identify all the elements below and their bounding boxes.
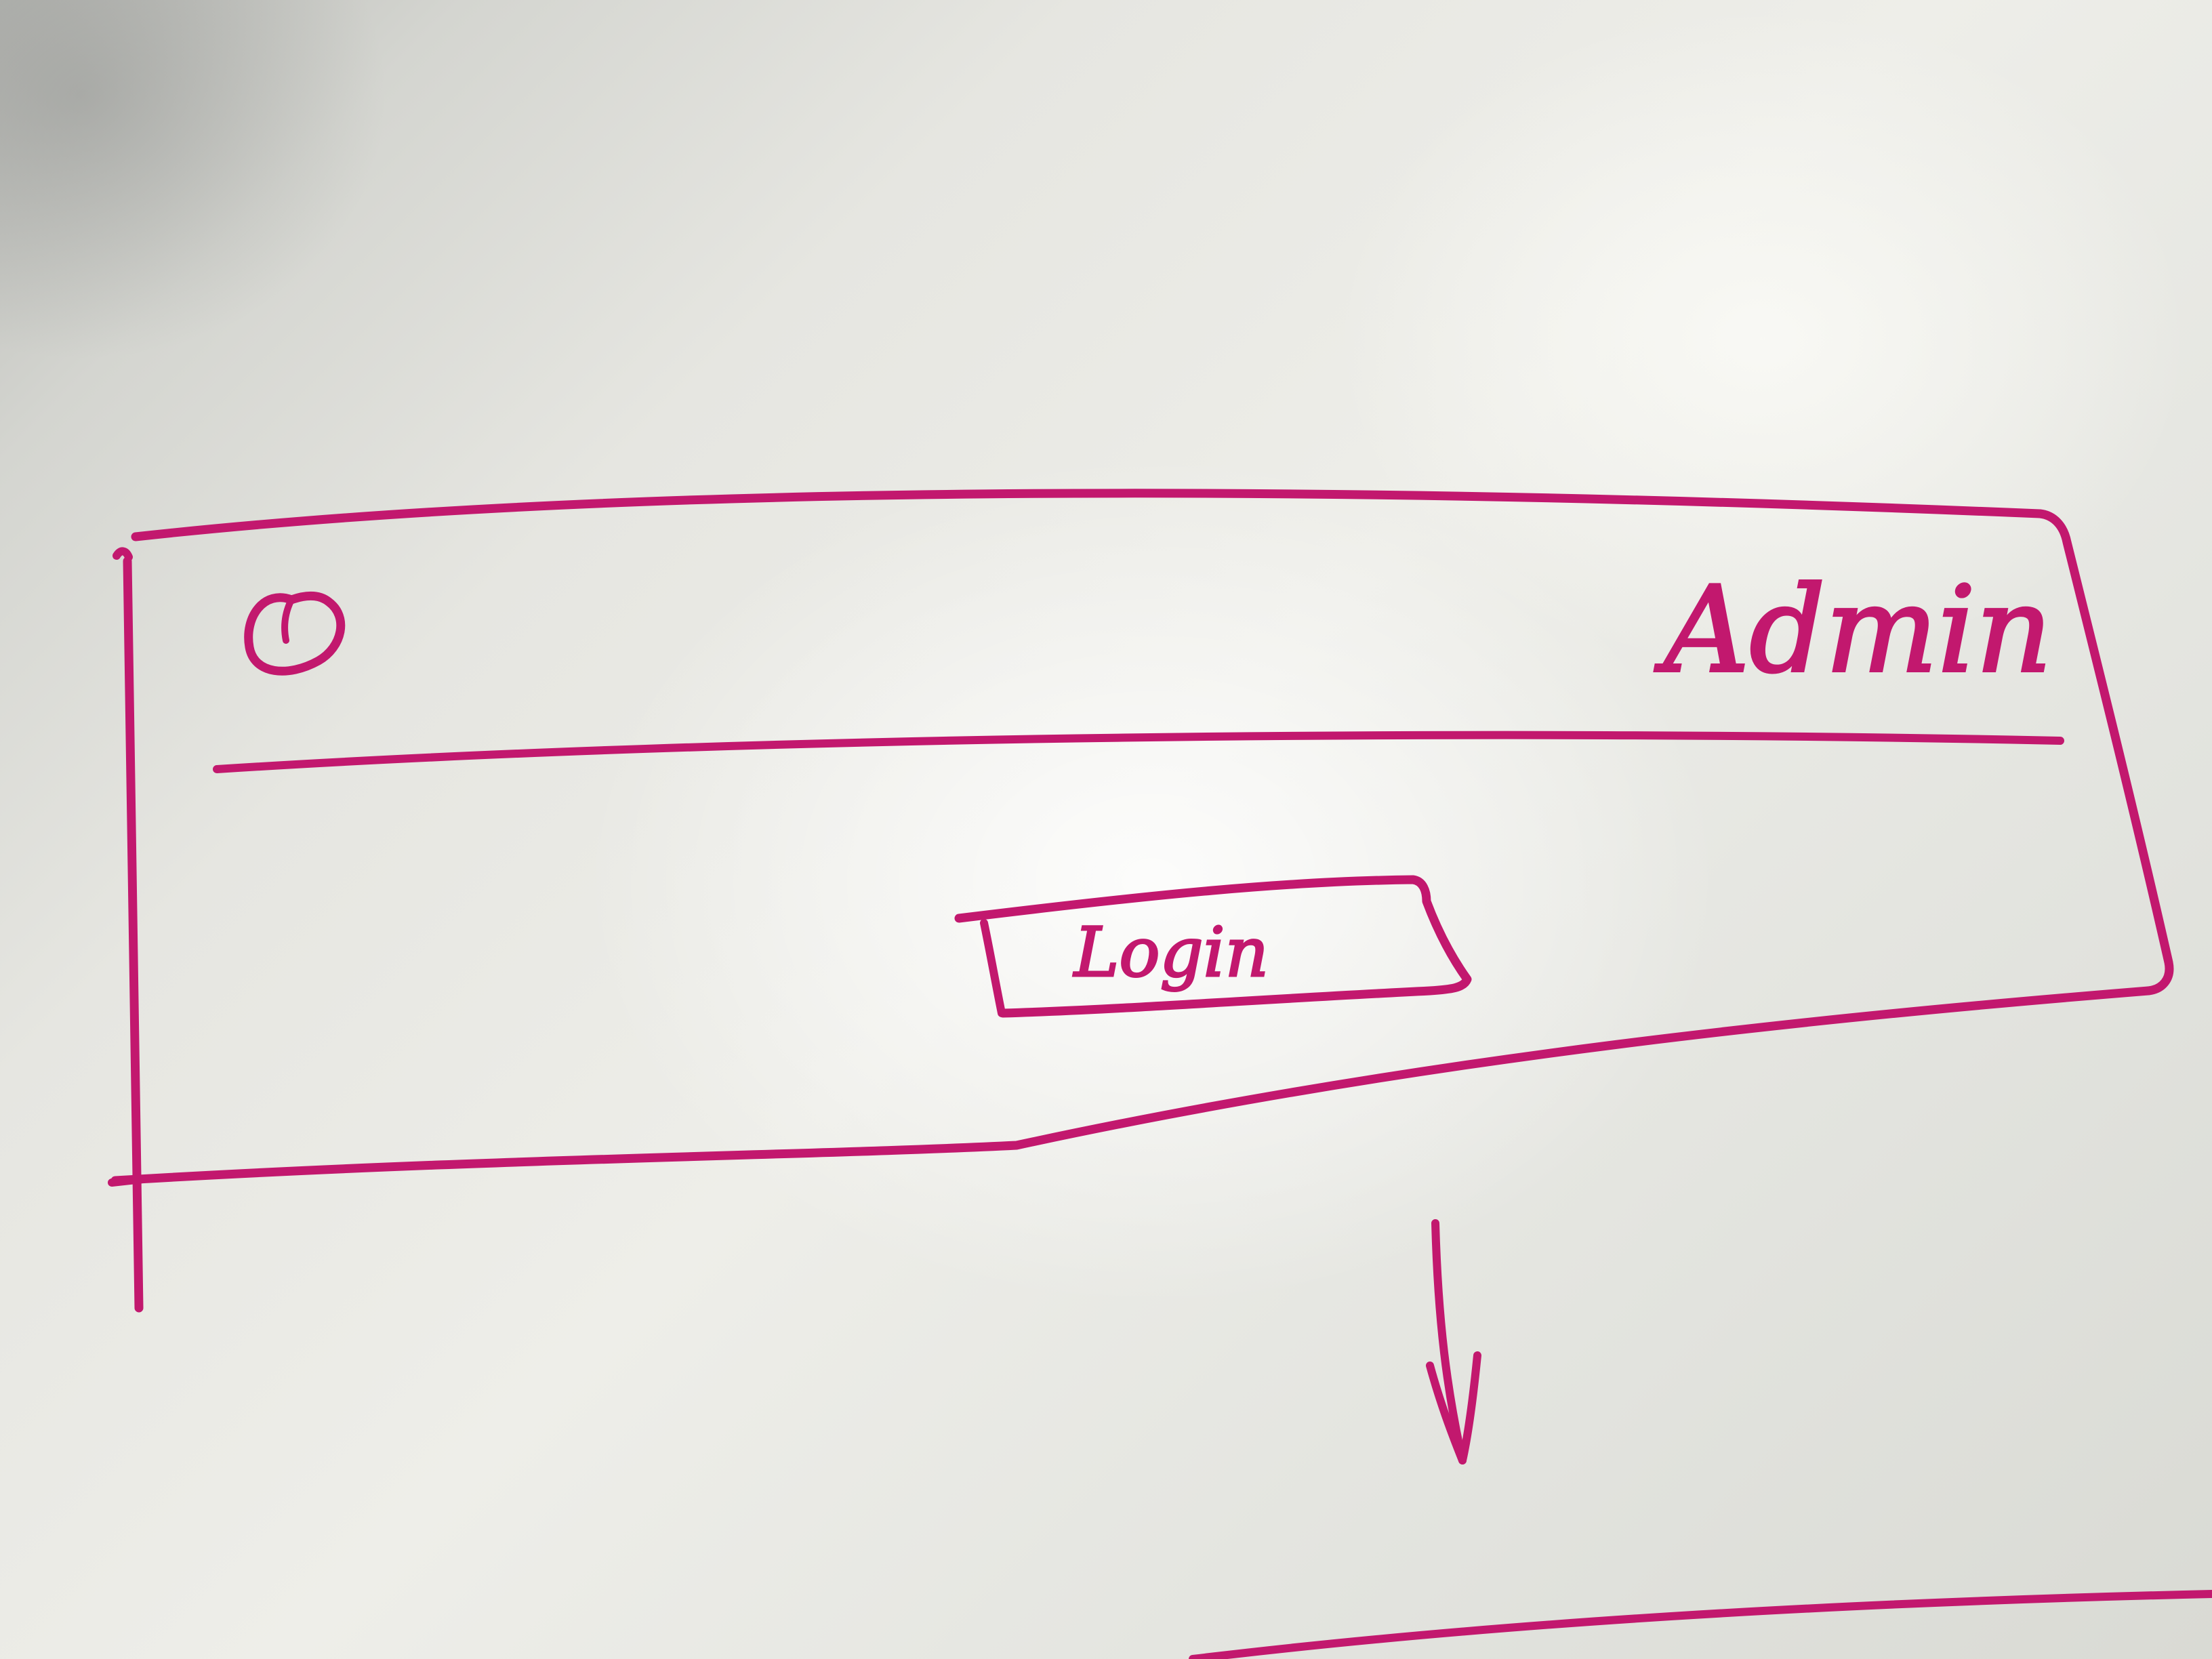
header-divider	[213, 731, 2064, 773]
header-bar: Admin	[213, 560, 2064, 773]
login-button[interactable]: Login	[954, 875, 1472, 1018]
next-screen-frame	[1189, 1590, 2212, 1659]
arrow-down-icon	[1426, 1219, 1481, 1465]
circle-logo-icon	[244, 591, 346, 676]
page-frame	[108, 489, 2174, 1313]
user-label-admin[interactable]: Admin	[1653, 560, 2053, 701]
login-button-label: Login	[1073, 913, 1269, 992]
